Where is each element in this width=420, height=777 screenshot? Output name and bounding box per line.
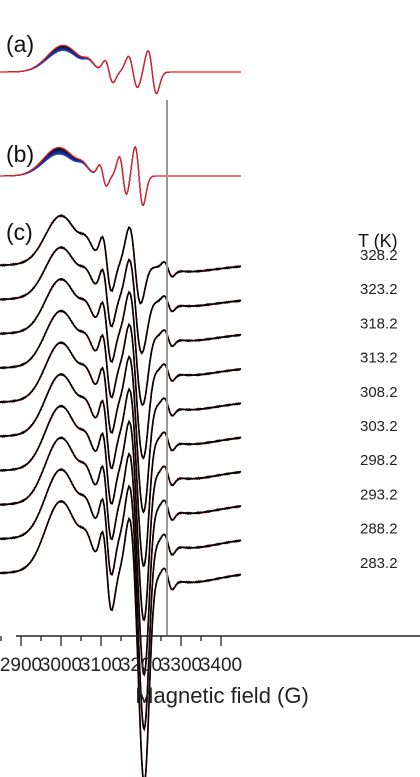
panel-b-curves	[0, 146, 241, 207]
experimental-spectrum-303.2	[0, 372, 242, 568]
experimental-spectrum-283.2	[0, 499, 242, 777]
panel-c: (c) T (K) 328.2 323.2 318.2 313.2 308.2 303.2…	[0, 214, 398, 777]
experimental-spectrum-288.2	[0, 467, 242, 732]
panel-a-series-line	[0, 45, 241, 95]
x-axis-title: Magnetic field (G)	[135, 683, 309, 708]
x-tick-label-3200: 3200	[120, 655, 162, 676]
x-tick-label-2900: 2900	[0, 655, 42, 676]
panel-b: (b)	[0, 141, 241, 207]
temperature-legend-header: T (K)	[358, 231, 398, 251]
panel-a-curves	[0, 44, 241, 95]
temperature-label-323.2: 323.2	[360, 281, 398, 298]
panel-b-label: (b)	[6, 141, 34, 167]
panel-c-label: (c)	[6, 219, 33, 245]
x-tick-label-3100: 3100	[80, 655, 122, 676]
temperature-label-313.2: 313.2	[360, 350, 398, 367]
temperature-label-283.2: 283.2	[360, 555, 398, 572]
temperature-label-328.2: 328.2	[360, 247, 398, 264]
x-tick-label-3400: 3400	[200, 655, 242, 676]
panel-a: (a)	[0, 31, 241, 95]
panel-c-curves	[0, 214, 242, 777]
panel-b-highlight-line	[0, 146, 241, 207]
x-tick-label-3300: 3300	[160, 655, 202, 676]
panel-a-series-line	[0, 44, 241, 95]
experimental-spectrum-328.2	[0, 214, 242, 305]
experimental-spectrum-293.2	[0, 436, 242, 676]
temperature-label-318.2: 318.2	[360, 315, 398, 332]
temperature-label-298.2: 298.2	[360, 452, 398, 469]
temperature-label-308.2: 308.2	[360, 384, 398, 401]
temperature-labels: 328.2 323.2 318.2 313.2 308.2 303.2 298.2 293.2…	[360, 247, 398, 572]
panel-a-highlight-line	[0, 44, 241, 95]
temperature-label-303.2: 303.2	[360, 418, 398, 435]
temperature-label-288.2: 288.2	[360, 521, 398, 538]
temperature-label-293.2: 293.2	[360, 486, 398, 503]
simulated-spectrum-303.2	[0, 373, 242, 567]
panel-a-series-line	[0, 45, 241, 95]
panel-a-label: (a)	[6, 31, 34, 57]
x-tick-label-3000: 3000	[40, 655, 82, 676]
experimental-spectrum-313.2	[0, 309, 242, 460]
experimental-spectrum-323.2	[0, 245, 242, 356]
experimental-spectrum-318.2	[0, 277, 242, 406]
experimental-spectrum-298.2	[0, 404, 242, 621]
experimental-spectrum-308.2	[0, 340, 242, 514]
